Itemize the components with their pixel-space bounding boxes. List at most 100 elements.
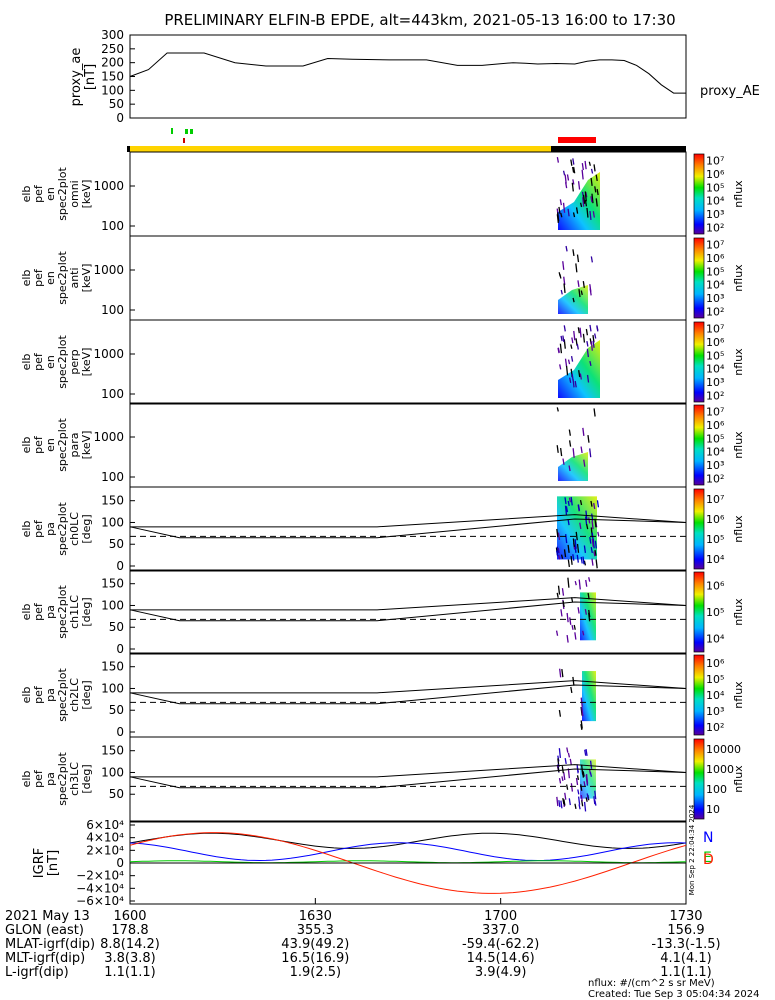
pitch-panel-0: 0 50 100 150 elb pef pa spec2plot ch0LC [deg] 10⁴ 1… [20,486,745,573]
igrf-legend-n: N [703,830,713,846]
colorbar-label-e0: nflux [732,180,745,208]
panel-ylabel-e0-5: [keV] [80,180,93,209]
flux-speckle [556,528,559,538]
x-row-value: 3.9(4.9) [475,965,527,980]
flux-speckle [574,539,577,549]
pitch-y-tick-label: 150 [101,494,124,508]
colorbar-p0 [693,488,705,570]
flux-speckle [588,161,591,166]
x-row-label-3: MLT-igrf(dip) [5,951,85,966]
flux-speckle [567,208,570,217]
x-axis-table: 2021 May 13 1600 1630 1700 1730 GLON (east) 17… [5,898,721,980]
flux-speckle [565,784,569,790]
flux-speckle [575,207,579,214]
flux-speckle [590,177,593,186]
pitch-panel-frame [129,736,687,822]
flux-speckle [571,373,574,381]
igrf-total-line [129,832,687,849]
energy-panel-frame [129,319,687,405]
flux-speckle [556,214,559,224]
panel-ylabel-e1-0: elb [20,270,33,287]
flux-speckle [564,505,568,516]
panel-ylabel-p3-4: ch3LC [68,762,81,796]
panel-ylabel-e2-3: spec2plot [56,335,69,389]
flux-speckle [578,579,581,590]
x-row-value: 156.9 [667,923,704,938]
flux-speckle [567,500,570,507]
x-row-label-1: GLON (east) [5,923,84,938]
x-row-value: 1.1(1.1) [104,965,156,980]
pitch-panel-1: 0 50 100 150 elb pef pa spec2plot ch1LC [deg] 10⁴ 1… [20,569,745,656]
pitch-flux-block [557,496,597,560]
flux-speckle [557,767,560,773]
created-stamp: Created: Tue Sep 3 05:04:34 2024 [588,989,760,1000]
flux-speckle [572,448,575,458]
x-row-label-2: MLAT-igrf(dip) [5,937,95,952]
colorbar-tick-label: 10⁶ [706,252,725,265]
igrf-y-tick-label: −4×10⁴ [76,881,124,895]
flux-speckle [592,340,595,348]
flux-speckle [563,283,566,294]
flux-speckle [582,194,586,204]
flux-speckle [556,546,559,553]
colorbar-tick-label: 10³ [706,208,724,221]
flux-speckle [564,174,567,184]
flux-speckle [590,256,593,263]
colorbar-tick-label: 10⁷ [706,406,724,419]
flux-speckle [579,373,582,380]
loss-cone-upper-line [130,597,687,611]
flux-speckle [572,158,575,165]
panel-ylabel-e2-0: elb [20,354,33,371]
flux-speckle [570,344,573,349]
igrf-y-tick-label: −6×10⁴ [76,894,124,908]
flux-speckle [580,556,583,564]
colorbar-tick-label: 10⁴ [706,689,725,702]
flux-speckle [556,407,559,412]
colorbar-tick-label: 10² [706,221,724,234]
energy-y-tick-label: 100 [101,387,124,401]
flux-speckle [583,781,586,787]
chart-title: PRELIMINARY ELFIN-B EPDE, alt=443km, 202… [164,11,675,29]
colorbar-p3 [693,738,705,820]
flux-speckle [566,612,569,623]
flux-speckle [564,358,568,367]
x-row-value: 8.8(14.2) [100,937,160,952]
igrf-y-tick-label: −2×10⁴ [76,869,124,883]
flux-speckle [581,707,584,717]
panel-ylabel-e2-2: en [44,355,57,369]
panel-ylabel-p3-0: elb [20,771,33,788]
flux-speckle [572,297,575,303]
colorbar-tick-label: 10⁴ [706,195,725,208]
colorbar-tick-label: 10² [706,305,724,318]
flux-speckle [593,408,596,417]
flux-speckle [593,502,596,510]
colorbar-tick-label: 10⁷ [706,323,724,336]
pitch-y-tick-label: 100 [101,681,124,695]
loss-cone-upper-line [130,514,687,528]
colorbar-e2 [693,321,705,403]
proxy-ae-ylabel-2: [nT] [83,64,98,90]
flux-speckle [562,600,565,608]
flux-speckle [576,767,579,773]
proxy-ae-y-tick-label: 300 [101,28,124,42]
marker-green-2 [185,129,188,134]
flux-speckle [580,794,583,802]
panel-ylabel-e3-2: en [44,438,57,452]
colorbar-tick-label: 10⁶ [706,579,725,592]
flux-speckle [558,709,562,717]
colorbar-p1 [693,571,705,653]
igrf-down-line [129,832,687,894]
flux-speckle [555,630,559,636]
flux-speckle [587,435,590,443]
flux-speckle [571,182,574,192]
flux-speckle [590,168,594,174]
x-row-value: -59.4(-62.2) [462,937,539,952]
flux-speckle [556,592,559,598]
colorbar-tick-label: 10⁶ [706,168,725,181]
pitch-y-tick-label: 50 [109,620,124,634]
panel-ylabel-e0-1: pef [32,184,45,203]
flux-speckle [581,163,584,171]
colorbar-tick-label: 10³ [706,292,724,305]
flux-speckle [567,559,570,568]
